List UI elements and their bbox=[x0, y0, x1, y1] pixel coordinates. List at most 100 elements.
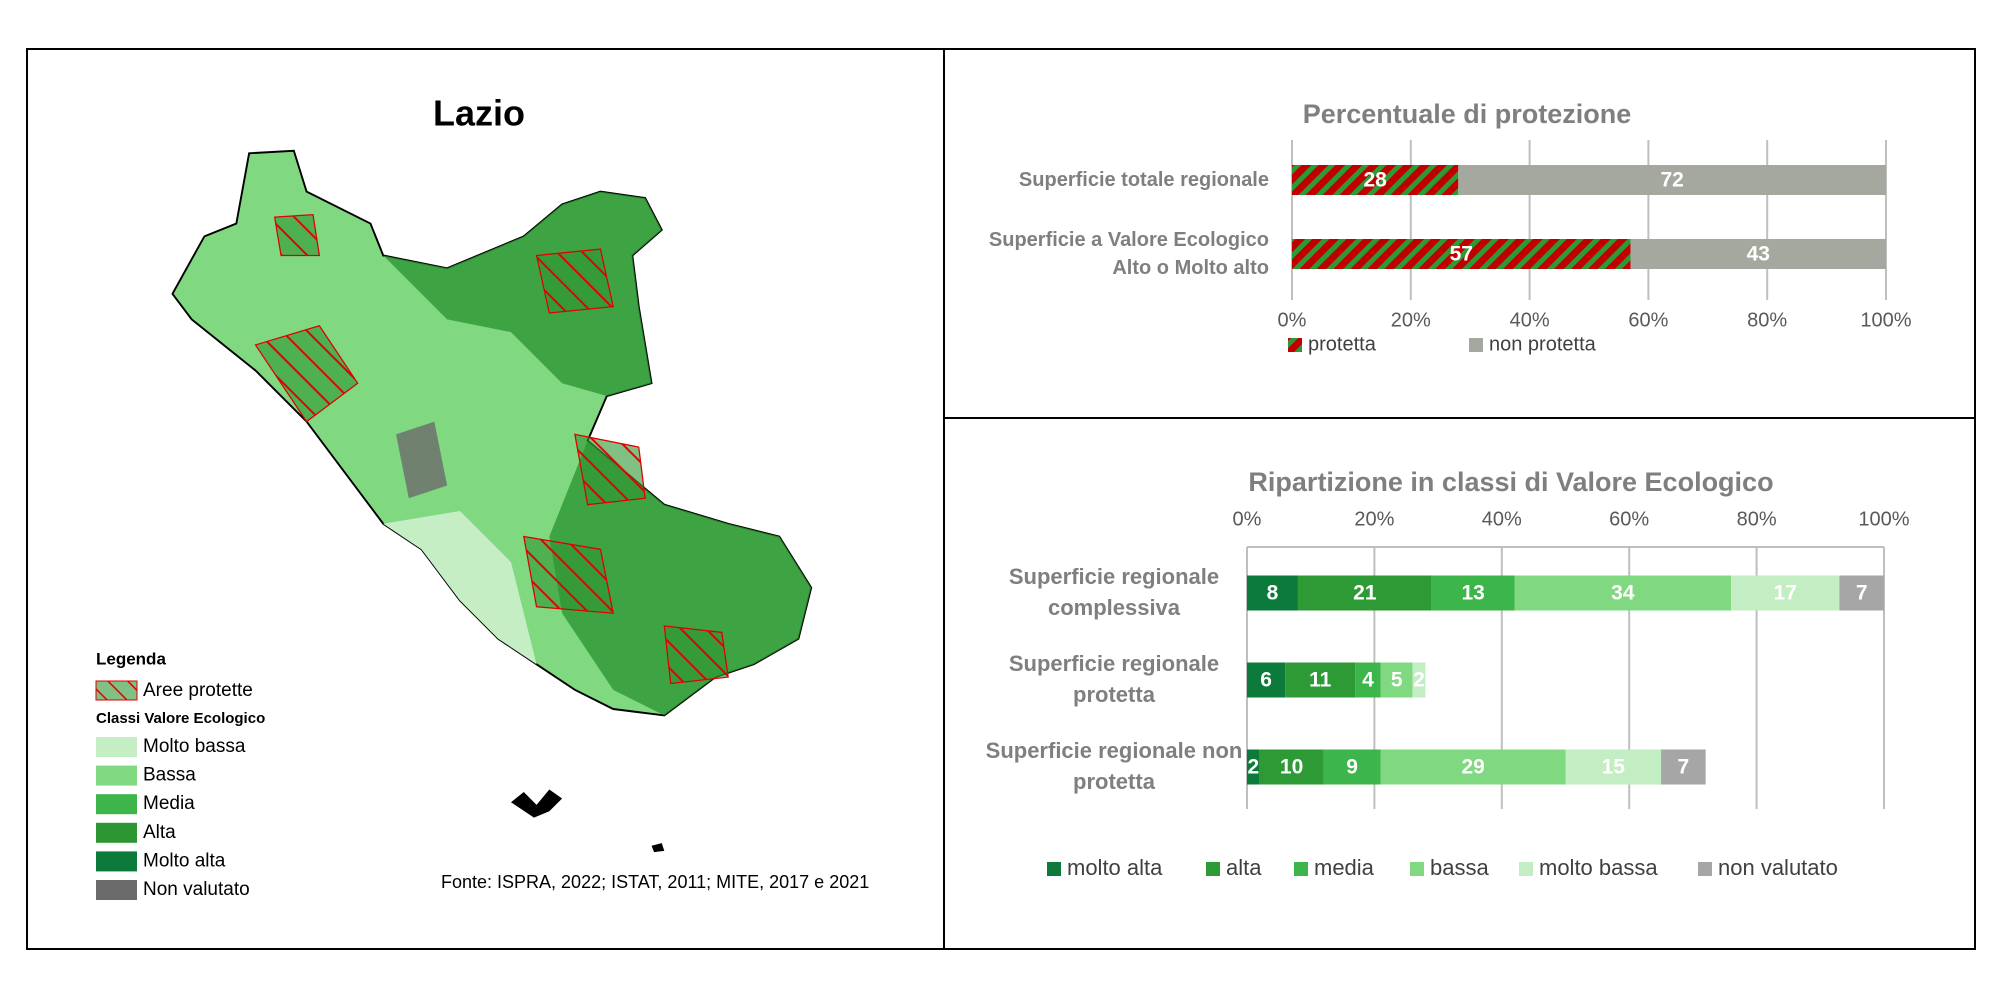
legend-label: non protetta bbox=[1489, 333, 1597, 355]
map bbox=[171, 149, 813, 853]
map-zone bbox=[383, 511, 537, 665]
frame bbox=[26, 48, 1976, 950]
bar-segment bbox=[1285, 662, 1356, 698]
value-label: 28 bbox=[1363, 169, 1387, 192]
value-label: 7 bbox=[1856, 582, 1868, 605]
legend-swatch bbox=[1519, 862, 1533, 876]
x-tick-label: 20% bbox=[1354, 508, 1394, 530]
map-zone bbox=[549, 440, 812, 716]
protected-area bbox=[663, 625, 729, 685]
legend-label: Media bbox=[143, 793, 195, 814]
category-label: Superficie regionale complessiva bbox=[1008, 564, 1220, 620]
bar-segment bbox=[1297, 575, 1432, 611]
value-label: 10 bbox=[1280, 756, 1303, 779]
legend-label: media bbox=[1314, 855, 1375, 880]
legend-label: Alta bbox=[143, 822, 176, 843]
legend-swatch bbox=[1698, 862, 1712, 876]
map-title: Lazio bbox=[433, 93, 525, 134]
bar-segment bbox=[1380, 749, 1566, 785]
x-tick-label: 40% bbox=[1482, 508, 1522, 530]
bar-segment bbox=[1630, 239, 1886, 269]
value-label: 34 bbox=[1611, 582, 1635, 605]
bar-segment bbox=[1412, 662, 1426, 698]
legend-label: molto alta bbox=[1067, 855, 1163, 880]
legend-label: Non valutato bbox=[143, 879, 250, 900]
x-tick-label: 60% bbox=[1628, 309, 1668, 331]
bar-segment bbox=[1247, 575, 1298, 611]
legend-swatch bbox=[95, 680, 138, 701]
value-label: 17 bbox=[1774, 582, 1797, 605]
protected-area bbox=[574, 433, 646, 506]
legend-swatch bbox=[96, 851, 137, 872]
legend-label: alta bbox=[1226, 855, 1262, 880]
x-tick-label: 100% bbox=[1858, 508, 1909, 530]
value-label: 6 bbox=[1260, 669, 1272, 692]
value-label: 72 bbox=[1660, 169, 1683, 192]
value-label: 57 bbox=[1450, 243, 1473, 266]
legend-label: Molto alta bbox=[143, 850, 226, 871]
x-tick-label: 80% bbox=[1737, 508, 1777, 530]
legend-swatch bbox=[96, 794, 137, 815]
bar-segment bbox=[1431, 575, 1515, 611]
legend-swatch bbox=[96, 822, 137, 843]
source: Fonte: ISPRA, 2022; ISTAT, 2011; MITE, 2… bbox=[441, 872, 869, 892]
category-label: Superficie regionale non protetta bbox=[985, 738, 1243, 794]
map-zone bbox=[383, 191, 662, 397]
protected-area bbox=[522, 535, 614, 614]
bar-segment bbox=[1259, 749, 1324, 785]
x-tick-label: 0% bbox=[1233, 508, 1262, 530]
legend-label: protetta bbox=[1308, 333, 1377, 355]
category-label: Superficie totale regionale bbox=[1018, 169, 1269, 191]
island bbox=[511, 789, 563, 818]
x-tick-label: 80% bbox=[1747, 309, 1787, 331]
x-tick-label: 100% bbox=[1860, 309, 1911, 331]
bar-segment bbox=[1292, 165, 1459, 195]
legend-swatch bbox=[1047, 862, 1061, 876]
value-label: 21 bbox=[1353, 582, 1377, 605]
x-tick-label: 20% bbox=[1391, 309, 1431, 331]
category-label: Superficie a Valore Ecologico Alto o Mol… bbox=[988, 229, 1269, 279]
legend-swatch bbox=[1410, 862, 1424, 876]
legend-label: Bassa bbox=[143, 765, 196, 786]
bar-segment bbox=[1458, 165, 1886, 195]
legend-swatch bbox=[1469, 338, 1483, 352]
x-tick-label: 60% bbox=[1609, 508, 1649, 530]
legend-label: non valutato bbox=[1718, 855, 1838, 880]
bar-segment bbox=[1380, 662, 1413, 698]
legend-swatch bbox=[96, 880, 137, 900]
x-tick-label: 40% bbox=[1510, 309, 1550, 331]
legend-swatch bbox=[1206, 862, 1220, 876]
bar-segment bbox=[1247, 662, 1286, 698]
legend-title: Legenda bbox=[96, 649, 166, 668]
legend-swatch bbox=[96, 765, 137, 786]
bar-segment bbox=[1355, 662, 1381, 698]
legend-label: bassa bbox=[1430, 855, 1489, 880]
legend-swatch bbox=[96, 737, 137, 757]
value-label: 5 bbox=[1391, 669, 1403, 692]
value-label: 29 bbox=[1461, 756, 1484, 779]
bar-segment bbox=[1661, 749, 1706, 785]
protected-area bbox=[254, 325, 359, 423]
legend-label: molto bassa bbox=[1539, 855, 1658, 880]
value-label: 15 bbox=[1602, 756, 1626, 779]
bar-segment bbox=[1839, 575, 1884, 611]
value-label: 13 bbox=[1461, 582, 1484, 605]
value-label: 4 bbox=[1362, 669, 1374, 692]
value-label: 8 bbox=[1267, 582, 1279, 605]
value-label: 11 bbox=[1309, 669, 1332, 692]
value-label: 43 bbox=[1747, 243, 1770, 266]
map-zone bbox=[396, 421, 448, 499]
x-tick-label: 0% bbox=[1278, 309, 1307, 331]
legend-label: Aree protette bbox=[143, 680, 253, 701]
bar-segment bbox=[1565, 749, 1662, 785]
bar-segment bbox=[1731, 575, 1840, 611]
island bbox=[651, 843, 665, 853]
bar-segment bbox=[1514, 575, 1732, 611]
legend-subtitle: Classi Valore Ecologico bbox=[96, 710, 265, 727]
category-label: Superficie regionale protetta bbox=[1008, 651, 1220, 707]
value-label: 2 bbox=[1248, 756, 1260, 779]
legend-swatch bbox=[1288, 338, 1302, 352]
value-label: 7 bbox=[1678, 756, 1690, 779]
